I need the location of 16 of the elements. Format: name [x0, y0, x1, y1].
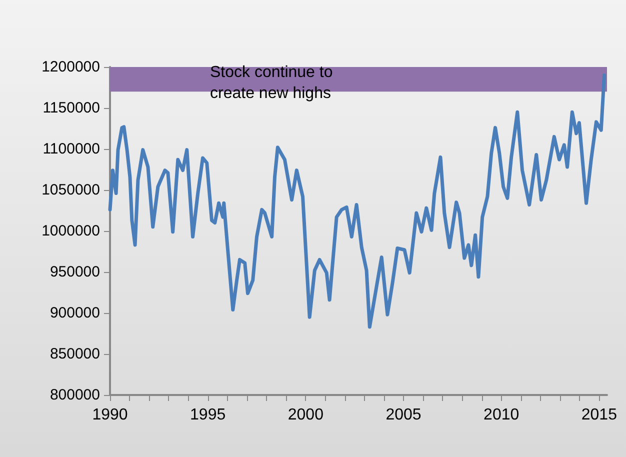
y-tick-label: 950000 — [50, 264, 100, 280]
y-tick-label: 850000 — [50, 346, 100, 362]
x-tick-label: 2010 — [484, 406, 520, 424]
y-tick-label: 1150000 — [42, 100, 100, 116]
x-tick-label: 1995 — [190, 406, 226, 424]
y-tick-label: 1000000 — [42, 222, 100, 240]
y-tick-label: 1050000 — [42, 182, 100, 198]
x-tick-label: 2015 — [581, 406, 618, 424]
x-tick-label: 2000 — [288, 406, 324, 424]
y-tick-label: 800000 — [50, 386, 100, 404]
y-tick-label: 1100000 — [42, 140, 100, 158]
annotation: Stock continue to create new highs — [210, 64, 333, 102]
x-tick-label: 2005 — [386, 406, 422, 424]
y-tick-label: 1200000 — [42, 58, 100, 76]
x-tick-label: 1990 — [92, 406, 128, 424]
y-tick-label: 900000 — [50, 304, 100, 322]
